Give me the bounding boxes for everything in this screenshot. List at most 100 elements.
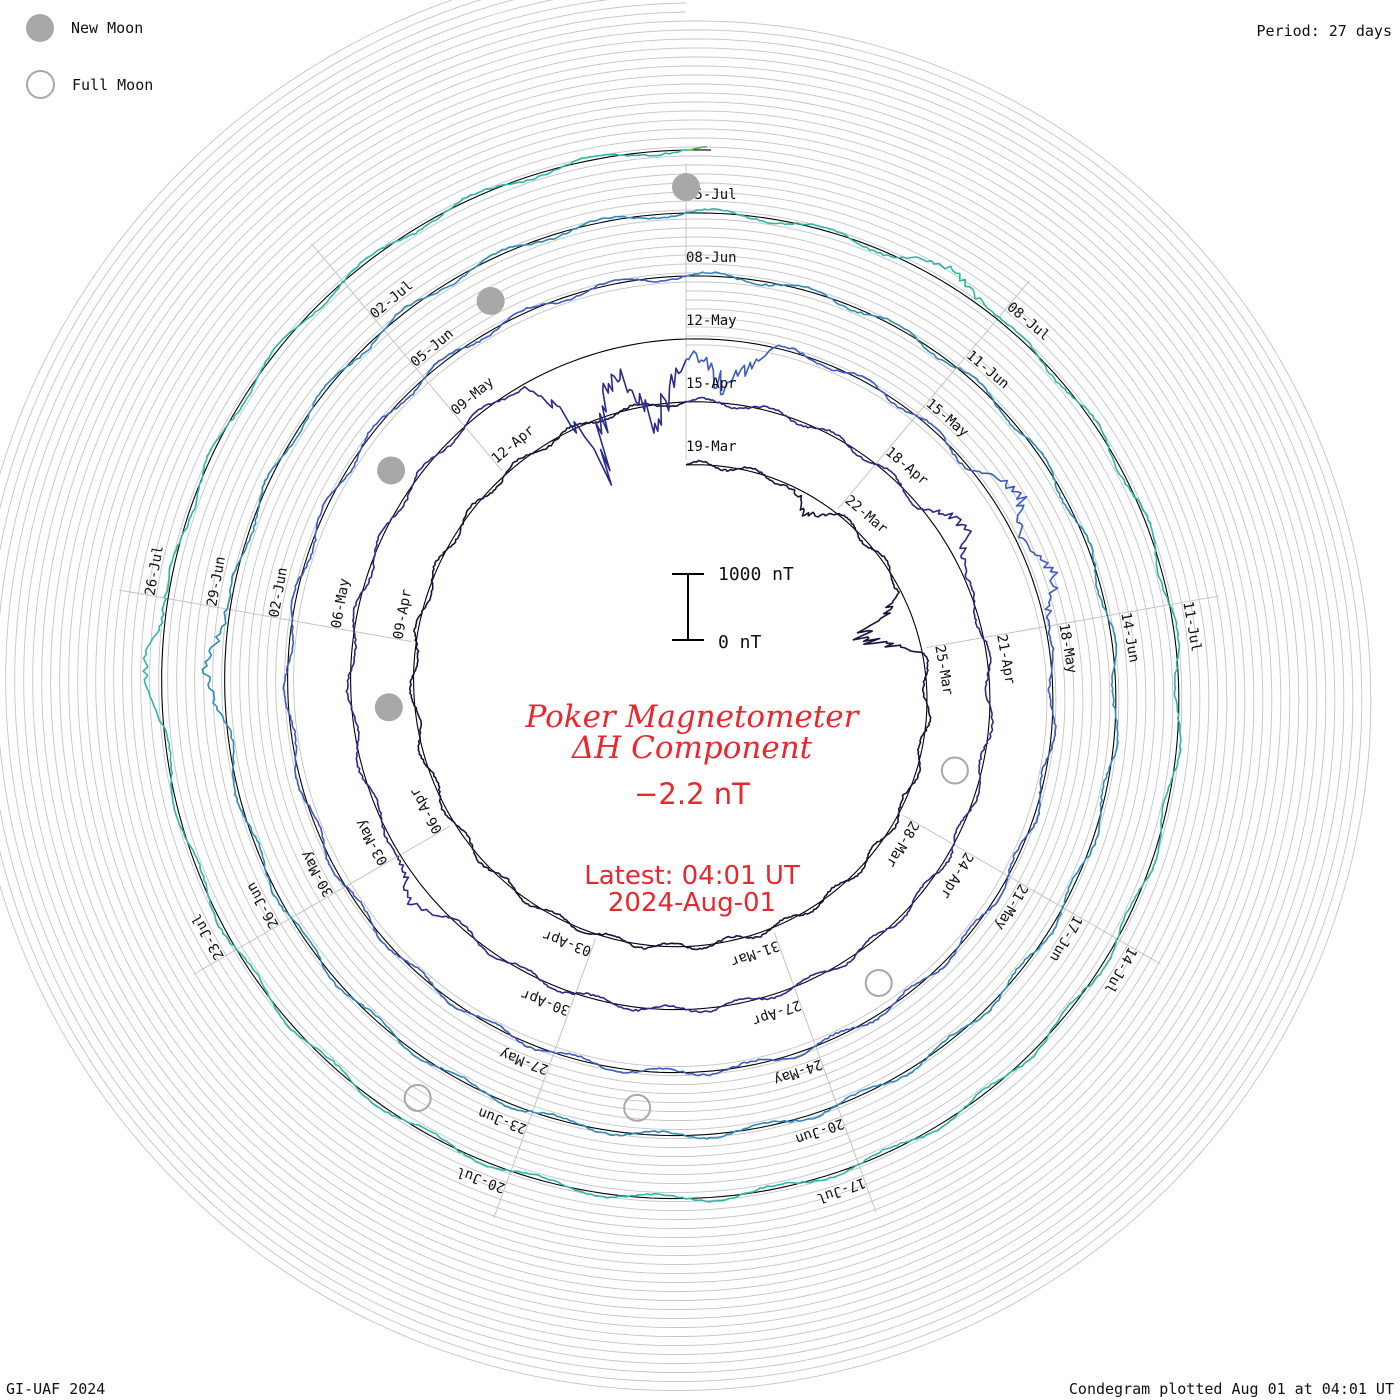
trace-segment [575,985,795,1014]
scale-bar: 1000 nT 0 nT [672,564,794,653]
trace-segment [383,211,687,331]
scale-top-label: 1000 nT [718,564,794,585]
date-label: 28-Mar [882,818,921,870]
trace-segment [685,208,1000,318]
date-label: 20-Jun [793,1115,846,1147]
trace-segment [793,844,955,988]
trace-segment [915,414,1059,627]
grid-ring [176,164,1165,1185]
date-label: 29-Jun [204,555,229,608]
grid-ring [230,218,1111,1131]
trace-segment [235,948,511,1173]
day-spoke [310,243,503,472]
trace-segment [897,649,932,814]
grid-ring [257,245,1084,1104]
trace-segment [352,426,466,632]
grid-ring [194,182,1147,1167]
grid-ring [5,0,1336,1356]
title-line-2: ΔH Component [571,730,813,766]
grid-ring [167,155,1174,1194]
date-label: 03-Apr [541,926,594,958]
date-label: 26-Jul [142,544,167,597]
trace-segment [345,631,398,858]
date-label: 21-Apr [993,633,1018,686]
trace-segment [504,400,687,476]
new-moon-icon [26,14,54,42]
trace-segment [685,459,834,518]
date-label: 05-Jun [408,326,457,371]
baseline-path [161,149,1180,1200]
trace-segment [408,642,456,824]
full-moon-marker [864,968,893,997]
trace-segment [1008,625,1057,877]
trace-segment [685,344,917,417]
date-label: 09-May [448,374,497,419]
trace-segment [998,316,1170,606]
trace-segment [596,926,773,951]
trace-segment [685,146,708,151]
day-spoke [493,938,596,1219]
grid-ring [0,0,1345,1365]
grid-ring [212,200,1129,1149]
latest-date: 2024-Aug-01 [608,888,776,918]
trace-segment [413,473,506,644]
trace-segment [142,598,237,951]
grid-ring [95,83,1246,1266]
trace-segment [1061,615,1119,908]
grid-ring [0,0,1372,1391]
trace-segment [1116,604,1182,940]
trace-segment [397,855,576,996]
trace-segment [201,608,293,919]
trace-segment [345,885,555,1054]
trace-segment [953,637,994,845]
date-label: 19-Mar [686,439,737,455]
grid-ring [0,0,1363,1382]
date-label: 27-Apr [750,996,803,1028]
trace-segment [343,148,687,283]
grid-ring [275,263,1066,1086]
date-label: 12-Apr [489,422,538,467]
trace-segment [685,396,876,466]
grid-ring [104,92,1237,1257]
trace-segment [423,275,687,379]
trace-segment [956,366,1108,616]
grid-ring [14,2,1327,1347]
grid-ring [203,191,1138,1158]
grid-ring [221,209,1120,1140]
grid-ring [284,272,1057,1077]
full-moon-marker [623,1093,652,1122]
trace-segment [510,1163,859,1203]
full-moon-marker [403,1083,432,1112]
full-moon-icon [26,70,55,99]
date-label: 03-May [352,816,391,868]
trace-segment [463,359,687,486]
date-label: 02-Jun [266,566,291,619]
full-moon-marker [940,756,969,785]
new-moon-marker [374,693,403,722]
date-label: 24-Apr [937,850,976,902]
period-label: Period: 27 days [1256,22,1392,40]
grid-rings [0,0,1372,1391]
trace-segment [282,620,346,888]
grid-ring [158,146,1183,1203]
grid-ring [86,74,1255,1275]
date-label: 18-Apr [882,444,931,489]
grid-ring [113,101,1228,1248]
grid-ring [293,281,1048,1068]
grid-ring [131,119,1210,1230]
grid-ring [68,56,1273,1293]
trace-segment [290,917,533,1113]
grid-ring [23,11,1318,1338]
baseline-spiral [161,149,1180,1200]
date-label: 20-Jul [454,1163,507,1195]
date-label: 06-May [329,577,354,630]
trace-segment [553,1045,817,1077]
trace-segment [771,812,900,929]
trace-segment [454,822,598,935]
grid-ring [0,0,1354,1373]
grid-ring [41,29,1300,1320]
current-value: −2.2 nT [634,777,750,811]
date-label: 23-Jun [476,1104,529,1136]
date-label: 31-Mar [728,937,781,969]
